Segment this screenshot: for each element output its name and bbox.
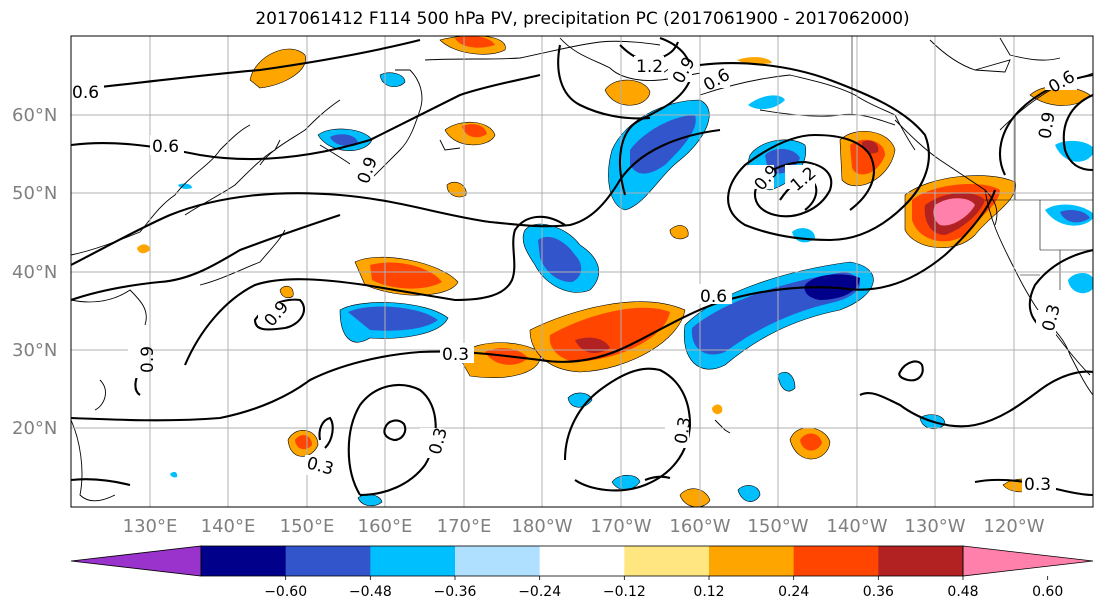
colorbar-extend-low <box>70 545 202 577</box>
gridlines <box>71 36 1093 507</box>
colorbar-tick-label: 0.12 <box>693 584 724 600</box>
colorbar-tick-label: −0.12 <box>603 584 646 600</box>
lon-label: 170°W <box>590 516 651 537</box>
lat-label: 30°N <box>12 340 57 361</box>
contour-label: 1.2 <box>636 57 663 77</box>
colorbar-tick-label: −0.60 <box>264 584 307 600</box>
colorbar-segment <box>370 546 456 576</box>
colorbar-extend-high <box>962 545 1094 577</box>
colorbar-tick-label: −0.24 <box>518 584 561 600</box>
lon-label: 130°W <box>904 516 965 537</box>
contour-label: 0.3 <box>671 416 695 446</box>
lon-label: 180°W <box>511 516 572 537</box>
contour-label: 0.6 <box>700 287 727 307</box>
contour-label: 0.6 <box>152 137 179 157</box>
lon-label: 150°W <box>747 516 808 537</box>
lon-label: 140°W <box>826 516 887 537</box>
colorbar-frame <box>200 545 964 577</box>
lon-label: 120°W <box>983 516 1044 537</box>
lon-label: 170°E <box>437 516 492 537</box>
colorbar-segment <box>878 546 964 576</box>
contour-label: 0.3 <box>1024 475 1051 495</box>
colorbar-tick-label: −0.36 <box>434 584 477 600</box>
lat-label: 60°N <box>12 105 57 126</box>
colorbar: −0.60 −0.48 −0.36 −0.24 −0.12 0.12 0.24 0.36 0.4… <box>70 545 1094 600</box>
colorbar-tick-label: 0.60 <box>1032 584 1063 600</box>
lon-label: 150°E <box>280 516 335 537</box>
colorbar-tick-label: 0.24 <box>778 584 809 600</box>
precip-blob <box>249 48 306 89</box>
map-frame <box>70 35 1094 508</box>
lon-label: 140°E <box>201 516 256 537</box>
lat-label: 40°N <box>12 262 57 283</box>
colorbar-segment <box>201 546 287 576</box>
colorbar-segment <box>455 546 541 576</box>
colorbar-tick-label: −0.48 <box>349 584 392 600</box>
colorbar-tick-label: 0.48 <box>947 584 978 600</box>
lon-label: 160°E <box>358 516 413 537</box>
colorbar-tick-label: 0.36 <box>863 584 894 600</box>
colorbar-segment <box>709 546 795 576</box>
lat-label: 50°N <box>12 183 57 204</box>
precip-positive-shading <box>137 36 1091 507</box>
contour-label: 0.9 <box>1035 110 1059 140</box>
lat-label: 20°N <box>12 418 57 439</box>
colorbar-segment <box>793 546 879 576</box>
colorbar-segment <box>539 546 625 576</box>
colorbar-segment <box>285 546 371 576</box>
contour-label: 0.9 <box>138 346 158 373</box>
map-title: 2017061412 F114 500 hPa PV, precipitatio… <box>255 9 910 29</box>
contour-label: 0.6 <box>72 83 99 103</box>
lon-label: 160°W <box>669 516 730 537</box>
lat-labels: 60°N 50°N 40°N 30°N 20°N <box>12 105 57 439</box>
lon-label: 130°E <box>123 516 178 537</box>
colorbar-segment <box>624 546 710 576</box>
contour-label: 0.3 <box>442 345 469 365</box>
lon-labels: 130°E 140°E 150°E 160°E 170°E 180°W 170°… <box>123 516 1045 537</box>
